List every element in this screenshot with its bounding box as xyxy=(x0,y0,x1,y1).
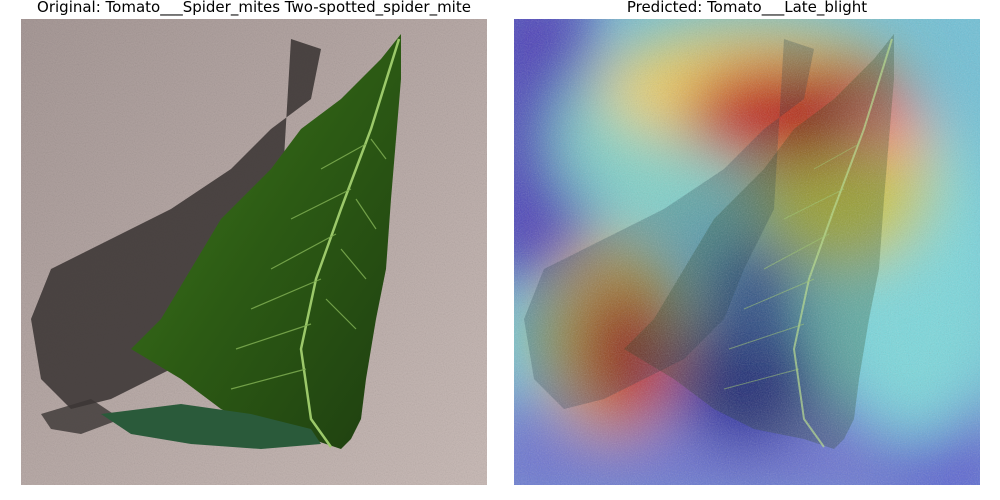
original-image-title: Original: Tomato___Spider_mites Two-spot… xyxy=(37,0,471,16)
gradcam-heatmap-image xyxy=(514,19,980,485)
predicted-image-title: Predicted: Tomato___Late_blight xyxy=(626,0,868,16)
original-leaf-image xyxy=(21,19,487,485)
